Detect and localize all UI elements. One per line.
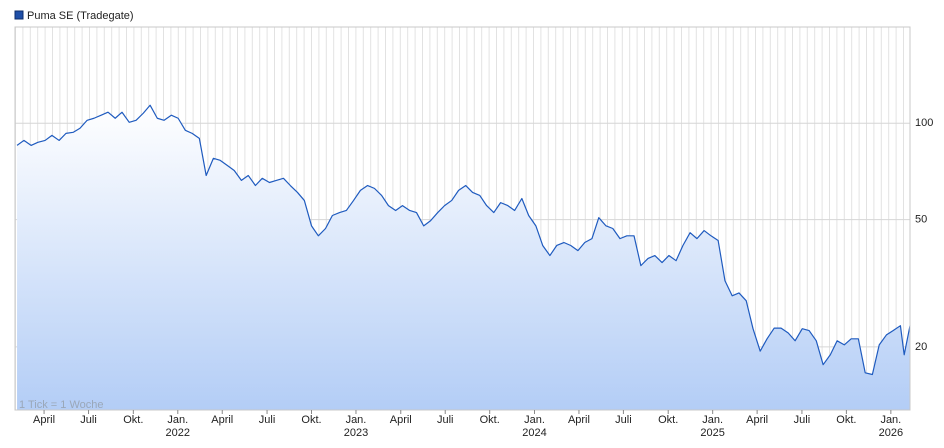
x-tick-label: Juli: [259, 414, 276, 426]
x-tick-label: April: [211, 414, 233, 426]
legend-swatch: [14, 10, 24, 20]
legend-label: Puma SE (Tradegate): [27, 10, 134, 22]
x-tick-label: Okt.: [301, 414, 321, 426]
year-label: 2025: [700, 427, 724, 439]
x-tick-label: Jan.: [880, 414, 901, 426]
x-tick-label: Jan.: [524, 414, 545, 426]
year-label: 2026: [879, 427, 903, 439]
x-tick-label: Juli: [794, 414, 811, 426]
labels-group: 20 50 100 April Juli Okt. Jan. April Juli Okt. Jan…: [33, 117, 933, 439]
x-tick-label: April: [746, 414, 768, 426]
plot-border: [14, 26, 911, 411]
x-tick-label: Juli: [615, 414, 632, 426]
x-tick-label: Jan.: [167, 414, 188, 426]
x-tick-label: Juli: [437, 414, 454, 426]
y-tick-label: 20: [915, 341, 927, 353]
x-tick-label: Okt.: [480, 414, 500, 426]
x-tick-label: April: [33, 414, 55, 426]
x-tick-label: April: [568, 414, 590, 426]
price-line: [16, 104, 911, 376]
y-tick-label: 50: [915, 214, 927, 226]
x-tick-label: Okt.: [836, 414, 856, 426]
marks-group: [16, 104, 911, 410]
x-tick-label: Jan.: [346, 414, 367, 426]
x-tick-label: Jan.: [702, 414, 723, 426]
year-label: 2022: [166, 427, 190, 439]
year-label: 2024: [522, 427, 546, 439]
year-label: 2023: [344, 427, 368, 439]
x-tick-label: April: [390, 414, 412, 426]
x-tick-label: Okt.: [123, 414, 143, 426]
price-area: [17, 105, 911, 410]
y-tick-label: 100: [915, 117, 933, 129]
x-tick-label: Okt.: [658, 414, 678, 426]
x-tick-label: Juli: [80, 414, 97, 426]
annotation: 1 Tick = 1 Woche: [19, 399, 103, 411]
